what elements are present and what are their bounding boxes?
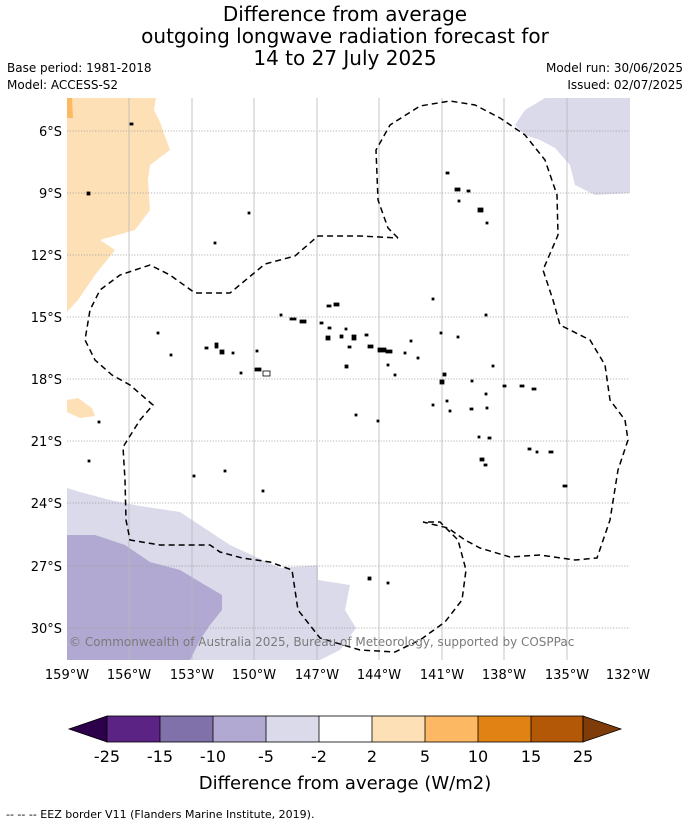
lat-tick: 24°S	[31, 497, 62, 512]
lon-tick: 159°W	[45, 668, 89, 683]
positive-anomaly-region-northwest	[67, 98, 170, 312]
colorbar-tick: 2	[367, 747, 377, 766]
lon-tick: 141°W	[420, 668, 464, 683]
positive-anomaly-corner	[67, 98, 73, 118]
colorbar-title: Difference from average (W/m2)	[199, 773, 491, 794]
colorbar-tick: 5	[420, 747, 430, 766]
colorbar-swatch	[478, 716, 531, 742]
lat-tick: 30°S	[31, 622, 62, 637]
colorbar-swatch	[319, 716, 372, 742]
lon-tick: 135°W	[545, 668, 589, 683]
negative-anomaly-region-northeast	[515, 98, 630, 195]
colorbar-tick: -2	[311, 747, 327, 766]
lon-tick: 150°W	[232, 668, 276, 683]
lat-tick: 12°S	[31, 249, 62, 264]
lat-tick-labels: 6°S 9°S 12°S 15°S 18°S 21°S 24°S 27°S 30…	[31, 125, 62, 637]
colorbar-tick: 25	[573, 747, 593, 766]
lon-tick: 153°W	[170, 668, 214, 683]
title-line-2: outgoing longwave radiation forecast for	[141, 24, 549, 48]
colorbar-tick: -5	[258, 747, 274, 766]
colorbar: -25 -15 -10 -5 -2 2 5 10 15 25 Differenc…	[67, 715, 623, 794]
lon-tick: 132°W	[606, 668, 650, 683]
colorbar-swatch	[107, 716, 160, 742]
lat-tick: 15°S	[31, 311, 62, 326]
colorbar-swatch	[213, 716, 266, 742]
base-period-label: Base period: 1981-2018	[7, 61, 152, 75]
colorbar-swatch	[372, 716, 425, 742]
lat-tick: 6°S	[39, 125, 62, 140]
lat-tick: 18°S	[31, 373, 62, 388]
lon-tick: 144°W	[357, 668, 401, 683]
islands	[86, 122, 568, 585]
lon-tick: 147°W	[295, 668, 339, 683]
colorbar-swatch	[266, 716, 319, 742]
positive-anomaly-small-west	[67, 398, 95, 418]
model-run-label: Model run: 30/06/2025	[545, 61, 683, 75]
colorbar-tick: -25	[94, 747, 120, 766]
lat-tick: 21°S	[31, 435, 62, 450]
colorbar-swatch	[531, 716, 583, 742]
eez-footnote: -- -- -- EEZ border V11 (Flanders Marine…	[6, 808, 315, 821]
colorbar-tick: 15	[521, 747, 541, 766]
colorbar-over-arrow	[582, 715, 623, 743]
eez-border	[84, 100, 629, 653]
title-line-3: 14 to 27 July 2025	[253, 46, 437, 70]
negative-anomaly-region-southwest-medium	[67, 535, 222, 660]
model-label: Model: ACCESS-S2	[7, 78, 119, 92]
meridians	[128, 98, 568, 660]
lon-tick-labels: 159°W 156°W 153°W 150°W 147°W 144°W 141°…	[45, 668, 650, 683]
lon-tick: 156°W	[107, 668, 151, 683]
copyright-notice: © Commonwealth of Australia 2025, Bureau…	[69, 635, 574, 649]
lat-tick: 27°S	[31, 560, 62, 575]
colorbar-under-arrow	[67, 715, 108, 743]
colorbar-tick: -10	[200, 747, 226, 766]
lon-tick: 138°W	[482, 668, 526, 683]
title-line-1: Difference from average	[222, 2, 468, 26]
colorbar-tick: -15	[147, 747, 173, 766]
map-figure: © Commonwealth of Australia 2025, Bureau…	[31, 98, 650, 794]
colorbar-swatch	[160, 716, 213, 742]
lat-tick: 9°S	[39, 187, 62, 202]
issued-label: Issued: 02/07/2025	[567, 78, 683, 92]
colorbar-tick: 10	[468, 747, 488, 766]
colorbar-swatch	[425, 716, 478, 742]
map-area: © Commonwealth of Australia 2025, Bureau…	[67, 98, 630, 660]
